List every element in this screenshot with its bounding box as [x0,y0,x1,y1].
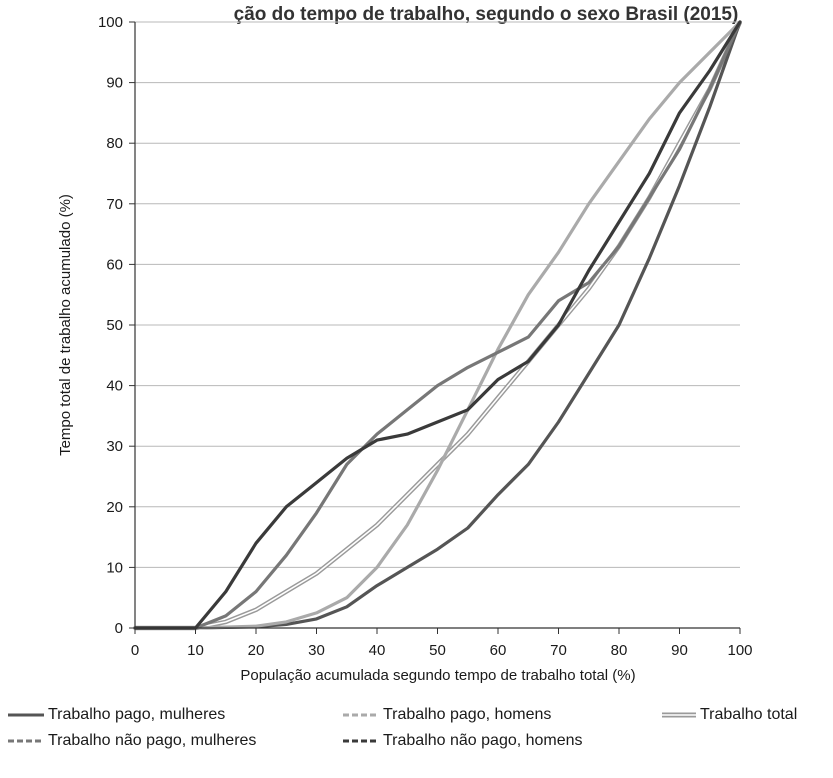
x-tick-label-6: 60 [490,642,507,659]
x-tick-label-8: 80 [611,642,628,659]
legend-swatch-2 [662,712,696,718]
legend-swatch-0 [8,713,44,717]
legend-swatch-3 [8,739,44,743]
series-line-trabalho-pago-mulheres [133,20,742,630]
y-tick-label-10: 100 [98,14,123,31]
legend-swatch-4 [343,739,379,743]
x-axis-ticks: 0 10 20 30 40 50 60 70 80 90 100 [131,628,753,659]
x-tick-label-3: 30 [308,642,325,659]
series-line-trabalho-nao-pago-homens [133,20,742,630]
legend-label-0: Trabalho pago, mulheres [48,706,226,723]
y-tick-label-6: 60 [106,256,123,273]
y-axis-ticks: 0 10 20 30 40 50 60 70 80 90 100 [98,14,135,637]
legend-label-2: Trabalho total [700,706,798,723]
x-tick-label-1: 10 [187,642,204,659]
x-tick-label-0: 0 [131,642,139,659]
y-tick-label-7: 70 [106,196,123,213]
legend-item-2: Trabalho total [660,706,797,724]
legend-item-3: Trabalho não pago, mulheres [8,732,256,750]
y-tick-label-3: 30 [106,438,123,455]
legend-label-3: Trabalho não pago, mulheres [48,732,257,749]
x-tick-label-4: 40 [369,642,386,659]
y-tick-label-4: 40 [106,378,123,395]
y-tick-label-2: 20 [106,499,123,516]
x-tick-label-7: 70 [550,642,567,659]
x-tick-label-9: 90 [671,642,688,659]
legend: Trabalho pago, mulheres Trabalho pago, ho… [0,700,833,778]
legend-item-1: Trabalho pago, homens [343,706,551,724]
x-axis-label: População acumulada segundo tempo de tra… [240,667,635,684]
x-tick-label-5: 50 [429,642,446,659]
y-tick-label-9: 90 [106,75,123,92]
series-layer [133,20,743,631]
series-line-trabalho-nao-pago-mulheres [133,20,742,630]
legend-item-4: Trabalho não pago, homens [343,732,583,750]
y-tick-label-8: 80 [106,135,123,152]
legend-label-4: Trabalho não pago, homens [383,732,583,749]
y-axis-label: Tempo total de trabalho acumulado (%) [57,194,74,456]
y-tick-label-1: 10 [106,559,123,576]
y-tick-label-5: 50 [106,317,123,334]
legend-item-0: Trabalho pago, mulheres [8,706,225,724]
y-tick-label-0: 0 [115,620,123,637]
legend-swatch-1 [343,713,379,717]
grid-lines [135,21,740,629]
line-chart: ção do tempo de trabalho, segundo o sexo… [57,4,753,684]
x-tick-label-2: 20 [248,642,265,659]
x-tick-label-10: 100 [727,642,752,659]
chart-title: ção do tempo de trabalho, segundo o sexo… [234,4,739,25]
legend-label-1: Trabalho pago, homens [383,706,552,723]
